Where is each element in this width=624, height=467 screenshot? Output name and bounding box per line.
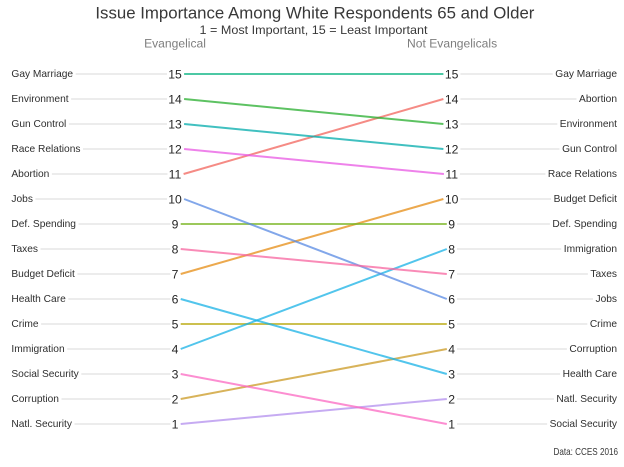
- svg-text:Immigration: Immigration: [11, 344, 64, 355]
- svg-text:Crime: Crime: [11, 319, 38, 330]
- svg-text:9: 9: [448, 217, 455, 231]
- svg-text:Not Evangelicals: Not Evangelicals: [407, 37, 497, 51]
- svg-text:Corruption: Corruption: [569, 344, 617, 355]
- svg-text:13: 13: [168, 117, 182, 131]
- svg-text:Gun Control: Gun Control: [562, 144, 617, 155]
- svg-text:9: 9: [172, 217, 179, 231]
- svg-text:Evangelical: Evangelical: [144, 37, 206, 51]
- svg-text:5: 5: [172, 317, 179, 331]
- svg-text:14: 14: [168, 92, 182, 106]
- svg-text:Social Security: Social Security: [550, 419, 618, 430]
- svg-text:3: 3: [448, 367, 455, 381]
- svg-text:Gun Control: Gun Control: [11, 119, 66, 130]
- svg-text:Health Care: Health Care: [563, 369, 618, 380]
- svg-text:6: 6: [172, 292, 179, 306]
- svg-text:Natl. Security: Natl. Security: [556, 394, 617, 405]
- svg-text:11: 11: [445, 167, 458, 181]
- svg-text:Race Relations: Race Relations: [548, 169, 617, 180]
- svg-text:Data: CCES 2016: Data: CCES 2016: [554, 447, 619, 458]
- svg-text:1: 1: [448, 417, 455, 431]
- svg-text:14: 14: [445, 92, 459, 106]
- svg-text:Natl. Security: Natl. Security: [11, 419, 72, 430]
- svg-text:Environment: Environment: [11, 94, 68, 105]
- svg-text:10: 10: [445, 192, 459, 206]
- svg-text:7: 7: [172, 267, 179, 281]
- svg-text:Abortion: Abortion: [11, 169, 49, 180]
- svg-text:15: 15: [168, 67, 182, 81]
- svg-text:11: 11: [169, 167, 182, 181]
- svg-text:Taxes: Taxes: [11, 244, 38, 255]
- svg-text:Abortion: Abortion: [579, 94, 617, 105]
- svg-text:Gay Marriage: Gay Marriage: [555, 69, 617, 80]
- svg-text:5: 5: [448, 317, 455, 331]
- svg-text:2: 2: [448, 392, 455, 406]
- svg-text:Def. Spending: Def. Spending: [552, 219, 617, 230]
- svg-text:1: 1: [172, 417, 179, 431]
- svg-text:Social Security: Social Security: [11, 369, 79, 380]
- svg-text:13: 13: [445, 117, 459, 131]
- svg-text:4: 4: [448, 342, 455, 356]
- svg-text:2: 2: [172, 392, 179, 406]
- svg-text:4: 4: [172, 342, 179, 356]
- svg-text:12: 12: [445, 142, 459, 156]
- svg-text:Budget Deficit: Budget Deficit: [11, 269, 75, 280]
- svg-text:8: 8: [172, 242, 179, 256]
- svg-text:Immigration: Immigration: [564, 244, 617, 255]
- svg-text:7: 7: [448, 267, 455, 281]
- svg-text:3: 3: [172, 367, 179, 381]
- svg-text:Crime: Crime: [590, 319, 617, 330]
- svg-text:Jobs: Jobs: [595, 294, 617, 305]
- svg-text:1 = Most Important, 15 = Least: 1 = Most Important, 15 = Least Important: [200, 24, 429, 37]
- svg-text:Def. Spending: Def. Spending: [11, 219, 76, 230]
- svg-text:Budget Deficit: Budget Deficit: [554, 194, 618, 205]
- svg-text:12: 12: [168, 142, 182, 156]
- svg-text:Jobs: Jobs: [11, 194, 33, 205]
- svg-text:Corruption: Corruption: [11, 394, 59, 405]
- svg-text:Race Relations: Race Relations: [11, 144, 80, 155]
- svg-text:15: 15: [445, 67, 459, 81]
- svg-text:Health Care: Health Care: [11, 294, 66, 305]
- svg-text:8: 8: [448, 242, 455, 256]
- svg-text:Taxes: Taxes: [590, 269, 617, 280]
- svg-text:Environment: Environment: [560, 119, 617, 130]
- svg-text:10: 10: [168, 192, 182, 206]
- svg-text:Gay Marriage: Gay Marriage: [11, 69, 73, 80]
- svg-text:6: 6: [448, 292, 455, 306]
- svg-text:Issue Importance Among White R: Issue Importance Among White Respondents…: [95, 4, 535, 22]
